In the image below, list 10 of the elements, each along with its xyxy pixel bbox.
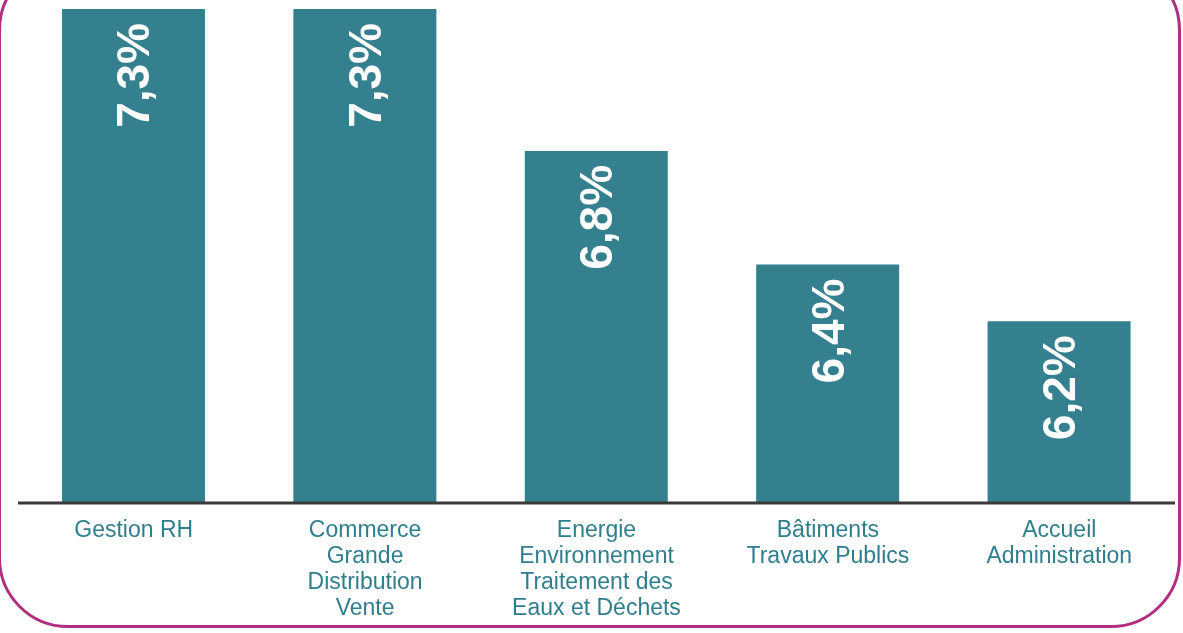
x-tick-label: Gestion RH — [74, 516, 194, 543]
data-label: 7,3% — [107, 23, 160, 128]
x-tick-label: Energie Environnement Traitement des Eaux et Déchets — [512, 516, 681, 620]
x-tick-label: Commerce Grande Distribution Vente — [307, 516, 423, 620]
data-label: 6,4% — [801, 278, 854, 384]
data-label: 6,8% — [570, 164, 623, 270]
x-tick-label: Bâtiments Travaux Publics — [746, 516, 910, 569]
data-label: 6,2% — [1033, 335, 1086, 441]
x-tick-label: Accueil Administration — [986, 516, 1133, 569]
data-label: 7,3% — [338, 23, 391, 128]
